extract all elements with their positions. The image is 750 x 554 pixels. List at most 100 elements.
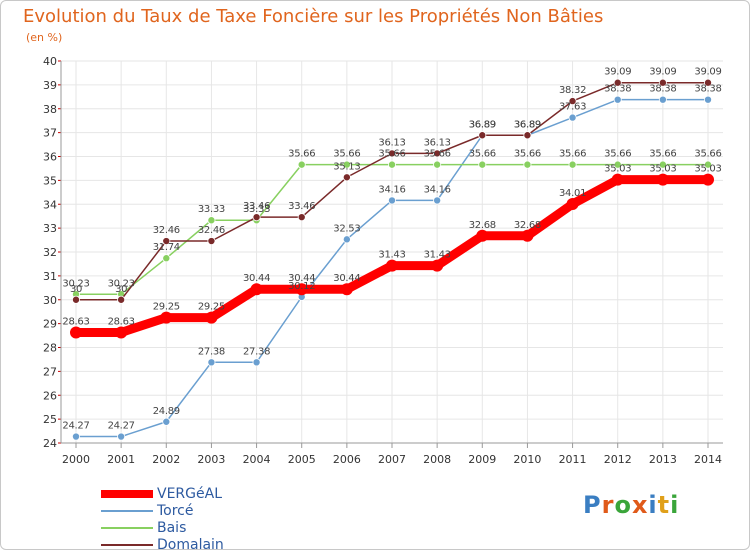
logo-letter: i bbox=[670, 491, 680, 519]
data-label: 36.89 bbox=[469, 119, 496, 130]
data-label: 32.68 bbox=[469, 220, 496, 231]
data-point bbox=[478, 131, 487, 140]
data-point bbox=[523, 160, 532, 169]
data-label: 32.46 bbox=[153, 225, 180, 236]
x-tick-label: 2006 bbox=[333, 453, 361, 466]
data-point bbox=[207, 358, 216, 367]
data-point bbox=[433, 160, 442, 169]
data-point bbox=[252, 358, 261, 367]
chart-title: Evolution du Taux de Taxe Foncière sur l… bbox=[23, 6, 604, 27]
data-point bbox=[72, 432, 81, 441]
data-point bbox=[205, 311, 218, 324]
data-point bbox=[521, 229, 534, 242]
data-point bbox=[295, 283, 308, 296]
data-label: 36.89 bbox=[514, 119, 541, 130]
chart-subtitle: (en %) bbox=[26, 31, 63, 44]
data-point bbox=[611, 173, 624, 186]
data-label: 32.53 bbox=[333, 223, 360, 234]
data-label: 24.27 bbox=[62, 421, 89, 432]
data-point bbox=[568, 160, 577, 169]
y-tick-label: 34 bbox=[43, 198, 57, 211]
data-label: 30.23 bbox=[62, 278, 89, 289]
x-tick-label: 2009 bbox=[468, 453, 496, 466]
data-label: 35.13 bbox=[333, 161, 360, 172]
data-point bbox=[342, 235, 351, 244]
data-label: 27.38 bbox=[198, 346, 225, 357]
data-point bbox=[431, 259, 444, 272]
data-point bbox=[476, 229, 489, 242]
data-label: 30 bbox=[115, 284, 127, 295]
data-label: 30 bbox=[70, 284, 82, 295]
data-label: 27.38 bbox=[243, 346, 270, 357]
data-point bbox=[162, 417, 171, 426]
legend-swatch bbox=[101, 527, 153, 529]
data-point bbox=[70, 326, 82, 339]
logo-letter: P bbox=[583, 491, 602, 519]
data-point bbox=[117, 295, 126, 304]
data-label: 33.33 bbox=[243, 204, 270, 215]
data-label: 24.89 bbox=[153, 406, 180, 417]
data-label: 24.27 bbox=[108, 421, 135, 432]
data-point bbox=[207, 237, 216, 246]
data-label: 30.44 bbox=[243, 273, 270, 284]
data-label: 31.43 bbox=[378, 250, 405, 261]
data-label: 30.44 bbox=[288, 273, 315, 284]
axes bbox=[58, 60, 723, 448]
y-tick-label: 31 bbox=[43, 270, 57, 283]
data-label: 31.74 bbox=[153, 242, 180, 253]
data-point bbox=[613, 78, 622, 87]
data-label: 35.66 bbox=[288, 149, 315, 160]
data-label: 35.03 bbox=[694, 164, 721, 175]
data-point bbox=[162, 254, 171, 263]
data-label: 35.66 bbox=[604, 149, 631, 160]
x-tick-label: 2000 bbox=[62, 453, 90, 466]
logo-letter: i bbox=[648, 491, 658, 519]
x-tick-label: 2011 bbox=[559, 453, 587, 466]
data-point bbox=[704, 78, 713, 87]
data-point bbox=[117, 432, 126, 441]
data-point bbox=[656, 173, 669, 186]
x-tick-label: 2007 bbox=[378, 453, 406, 466]
legend-label: VERGéAL bbox=[157, 486, 222, 502]
grid-lines bbox=[61, 60, 723, 444]
y-tick-label: 26 bbox=[43, 389, 57, 402]
legend-label: Domalain bbox=[157, 537, 224, 553]
data-label: 35.66 bbox=[514, 149, 541, 160]
x-axis-ticks: 2000 2001 2002 2003 2004 2005 2006 2007 2008 2009… bbox=[62, 453, 722, 466]
data-point bbox=[568, 97, 577, 106]
data-point bbox=[297, 213, 306, 222]
data-point bbox=[704, 95, 713, 104]
data-point bbox=[250, 283, 263, 296]
data-label: 39.09 bbox=[649, 67, 676, 78]
y-axis-ticks: 24 25 26 27 28 29 30 31 32 33 34 35 36 37 38 39 40 bbox=[43, 55, 57, 450]
data-point bbox=[613, 160, 622, 169]
data-point bbox=[523, 131, 532, 140]
x-tick-label: 2014 bbox=[694, 453, 722, 466]
y-tick-label: 32 bbox=[43, 246, 57, 259]
data-point bbox=[433, 149, 442, 158]
x-tick-label: 2004 bbox=[243, 453, 271, 466]
x-tick-label: 2010 bbox=[513, 453, 541, 466]
x-tick-label: 2013 bbox=[649, 453, 677, 466]
y-tick-label: 30 bbox=[43, 294, 57, 307]
data-point bbox=[387, 196, 396, 205]
data-label: 34.16 bbox=[424, 184, 451, 195]
series-lines bbox=[70, 78, 714, 441]
legend-swatch bbox=[101, 544, 153, 546]
data-point bbox=[297, 160, 306, 169]
data-point bbox=[566, 198, 579, 211]
logo-letter: t bbox=[657, 491, 671, 519]
data-label: 33.46 bbox=[288, 201, 315, 212]
data-point bbox=[72, 295, 81, 304]
data-label: 38.38 bbox=[694, 84, 721, 95]
data-label: 35.66 bbox=[559, 149, 586, 160]
y-tick-label: 24 bbox=[43, 437, 57, 450]
x-tick-label: 2005 bbox=[288, 453, 316, 466]
y-tick-label: 28 bbox=[43, 342, 57, 355]
data-label: 28.63 bbox=[108, 316, 135, 327]
data-label: 36.13 bbox=[424, 137, 451, 148]
y-tick-label: 33 bbox=[43, 222, 57, 235]
data-point bbox=[115, 326, 128, 339]
y-tick-label: 36 bbox=[43, 151, 57, 164]
